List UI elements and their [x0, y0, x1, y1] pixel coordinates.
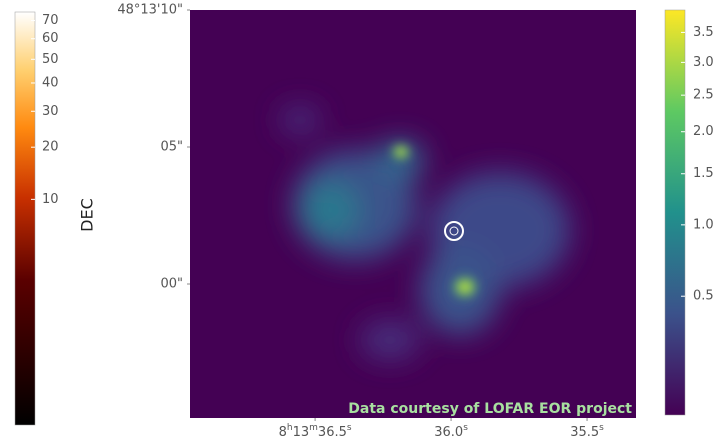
x-tick-label: 36.0s	[434, 423, 468, 440]
y-tick-label: 05"	[160, 140, 183, 155]
colorbar	[665, 10, 685, 415]
colorbar-tick-label: 3.5	[693, 25, 714, 40]
chart: DEC 8h13m36.5s 36.0s 35.5s 00" 05" 48°13'10" 1…	[0, 0, 715, 441]
colorbar-tick-label: 2.5	[693, 88, 714, 103]
colorbar-tick-label: 70	[42, 13, 59, 28]
annotation: Data courtesy of LOFAR EOR project	[348, 401, 632, 417]
x-tick-label: 8h13m36.5s	[279, 423, 352, 440]
colorbar-tick-label: 1.0	[693, 217, 714, 232]
colorbar-tick-label: 2.0	[693, 124, 714, 139]
colorbar-tick-label: 20	[42, 140, 59, 155]
colorbar-tick-label: 1.5	[693, 166, 714, 181]
y-tick-label: 00"	[160, 277, 183, 292]
colorbar-tick-label: 10	[42, 192, 59, 207]
y-tick-label: 48°13'10"	[117, 3, 183, 18]
sky-image	[190, 10, 636, 418]
colorbar-tick-label: 30	[42, 104, 59, 119]
colorbar-tick-label: 60	[42, 31, 59, 46]
x-tick-label: 35.5s	[570, 423, 604, 440]
colorbar	[15, 12, 35, 425]
colorbar-tick-label: 0.5	[693, 289, 714, 304]
colorbar-tick-label: 50	[42, 52, 59, 67]
colorbar-tick-label: 40	[42, 75, 59, 90]
colorbar-tick-label: 3.0	[693, 55, 714, 70]
y-axis-label: DEC	[78, 198, 97, 232]
